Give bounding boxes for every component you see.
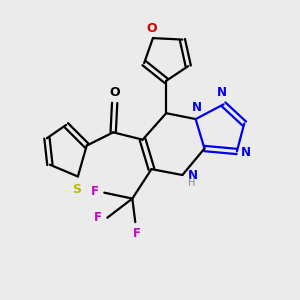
Text: O: O xyxy=(146,22,157,34)
Text: N: N xyxy=(241,146,251,159)
Text: N: N xyxy=(217,86,227,99)
Text: H: H xyxy=(188,178,196,188)
Text: N: N xyxy=(188,169,198,182)
Text: S: S xyxy=(72,183,81,196)
Text: O: O xyxy=(110,86,120,99)
Text: F: F xyxy=(133,227,141,240)
Text: F: F xyxy=(94,211,102,224)
Text: N: N xyxy=(192,101,202,114)
Text: F: F xyxy=(91,185,99,198)
